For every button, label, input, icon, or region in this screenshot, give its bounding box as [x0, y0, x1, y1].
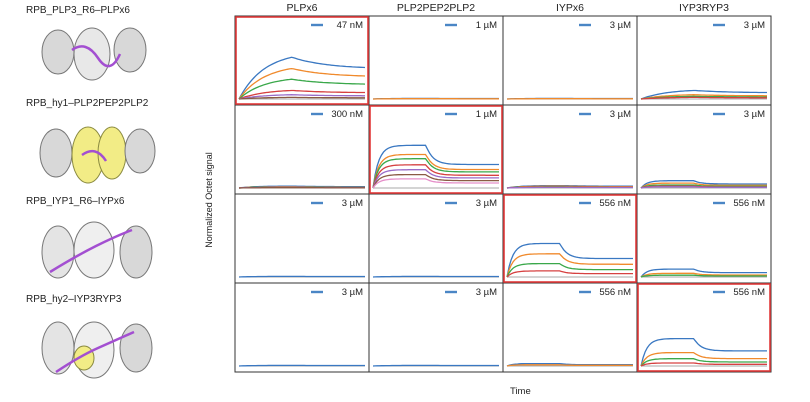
- panel-r2-c4: 3 µM: [640, 109, 767, 189]
- concentration-label: 300 nM: [331, 109, 363, 120]
- concentration-label: 47 nM: [337, 20, 363, 31]
- binding-curve-2: [640, 351, 767, 367]
- highlight-border: [235, 16, 369, 105]
- highlight-border: [503, 194, 637, 283]
- concentration-label: 3 µM: [744, 109, 765, 120]
- panel-r3-c4: 556 nM: [640, 198, 767, 278]
- binding-curve-4: [640, 362, 767, 367]
- structure-label-3: RPB_IYP1_R6–IYPx6: [26, 196, 125, 207]
- binding-curve-5: [640, 186, 767, 189]
- binding-curve-5: [372, 169, 499, 189]
- panel-r2-c1: 300 nM: [238, 109, 365, 189]
- panel-r4-c3: 556 nM: [506, 287, 633, 367]
- column-title-3: IYPx6: [555, 2, 584, 14]
- panel-r2-c2: 1 µM: [369, 105, 503, 194]
- panel-r4-c2: 3 µM: [372, 287, 499, 367]
- column-title-2: PLP2PEP2PLP2: [396, 2, 476, 14]
- binding-curve-3: [640, 184, 767, 189]
- binding-curve-2: [506, 364, 633, 367]
- binding-curve-3: [506, 262, 633, 278]
- binding-curve-2: [372, 153, 499, 189]
- panel-r1-c1: 47 nM: [235, 16, 369, 105]
- x-axis-label: Time: [510, 386, 531, 397]
- panel-r3-c2: 3 µM: [372, 198, 499, 278]
- binding-curve-4: [640, 96, 767, 100]
- structure-image-3: [41, 221, 153, 279]
- structure-label-1: RPB_PLP3_R6–PLPx6: [26, 5, 130, 16]
- binding-curve-2: [238, 67, 366, 100]
- binding-curve-7: [372, 178, 499, 189]
- structure-image-4: [41, 321, 153, 379]
- binding-curve-3: [372, 158, 499, 189]
- concentration-label: 3 µM: [744, 20, 765, 31]
- binding-curve-1: [640, 337, 767, 367]
- binding-curve-3: [238, 78, 366, 100]
- binding-curve-5: [506, 186, 633, 189]
- binding-curve-4: [372, 164, 499, 189]
- concentration-label: 3 µM: [476, 198, 497, 209]
- panel-r3-c1: 3 µM: [238, 198, 365, 278]
- structure-illustrations: [39, 27, 156, 379]
- concentration-label: 3 µM: [476, 287, 497, 298]
- panel-r1-c2: 1 µM: [372, 20, 499, 100]
- binding-curve-6: [238, 96, 365, 100]
- structure-label-4: RPB_hy2–IYP3RYP3: [26, 294, 122, 305]
- binding-curve-2: [506, 253, 633, 278]
- concentration-label: 3 µM: [610, 20, 631, 31]
- binding-curve-1: [238, 275, 365, 278]
- structure-image-2: [39, 126, 156, 184]
- concentration-label: 3 µM: [610, 109, 631, 120]
- panel-r1-c4: 3 µM: [640, 20, 767, 100]
- binding-curve-2: [640, 272, 767, 278]
- concentration-label: 556 nM: [599, 198, 631, 209]
- binding-curve-1: [372, 144, 499, 189]
- binding-curve-1: [640, 268, 767, 278]
- binding-curve-6: [372, 173, 499, 189]
- binding-curve-3: [640, 95, 767, 100]
- concentration-label: 556 nM: [733, 287, 765, 298]
- highlight-border: [369, 105, 503, 194]
- panel-r3-c3: 556 nM: [503, 194, 637, 283]
- concentration-label: 3 µM: [342, 287, 363, 298]
- structure-image-1: [41, 27, 147, 81]
- concentration-label: 556 nM: [599, 287, 631, 298]
- binding-curve-1: [372, 364, 499, 367]
- binding-curve-4: [506, 270, 633, 278]
- binding-curve-1: [506, 242, 633, 278]
- column-title-4: IYP3RYP3: [678, 2, 729, 14]
- structure-label-2: RPB_hy1–PLP2PEP2PLP2: [26, 98, 149, 109]
- panel-r4-c1: 3 µM: [238, 287, 365, 367]
- binding-curve-2: [640, 94, 767, 100]
- concentration-label: 1 µM: [476, 109, 497, 120]
- binding-curve-3: [640, 274, 767, 278]
- binding-curve-1: [640, 180, 767, 189]
- binding-curve-3: [640, 358, 767, 367]
- column-title-1: PLPx6: [286, 2, 318, 14]
- concentration-label: 1 µM: [476, 20, 497, 31]
- binding-curve-1: [238, 364, 365, 367]
- binding-curve-5: [238, 94, 365, 100]
- concentration-label: 556 nM: [733, 198, 765, 209]
- binding-curve-1: [238, 56, 366, 100]
- panel-r4-c4: 556 nM: [637, 283, 771, 372]
- concentration-label: 3 µM: [342, 198, 363, 209]
- highlight-border: [637, 283, 771, 372]
- panel-r1-c3: 3 µM: [506, 20, 633, 100]
- binding-curve-1: [372, 275, 499, 278]
- binding-curve-4: [238, 89, 365, 100]
- binding-curve-1: [640, 89, 767, 100]
- binding-curve-2: [640, 182, 767, 189]
- panel-r2-c3: 3 µM: [506, 109, 633, 189]
